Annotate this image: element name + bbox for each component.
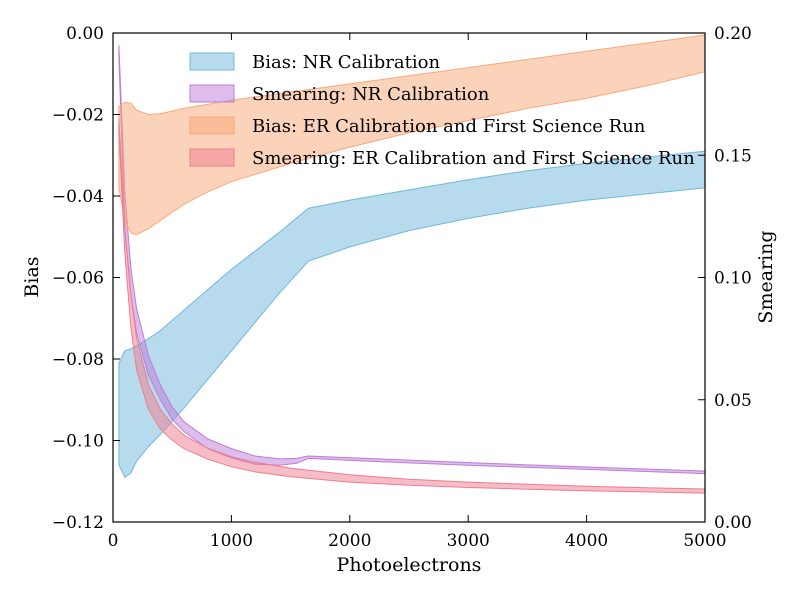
x-axis-label: Photoelectrons bbox=[337, 554, 482, 576]
y-axis-left-label: Bias bbox=[21, 256, 43, 297]
y-right-tick-label: 0.15 bbox=[714, 146, 752, 166]
x-tick-label: 0 bbox=[108, 531, 119, 551]
legend-swatch-bias-er-calibration-and-first-science-run bbox=[189, 116, 235, 135]
y-left-tick-label: −0.04 bbox=[52, 187, 104, 207]
legend-label-smearing-nr-calibration: Smearing: NR Calibration bbox=[252, 84, 490, 105]
y-right-tick-label: 0.10 bbox=[714, 269, 752, 289]
y-left-tick-label: 0.00 bbox=[66, 24, 104, 44]
legend-swatch-bias-nr-calibration bbox=[189, 52, 235, 71]
y-right-tick-label: 0.00 bbox=[714, 513, 752, 533]
y-right-tick-label: 0.20 bbox=[714, 24, 752, 44]
legend-swatch-smearing-er-calibration-and-first-science-run bbox=[189, 148, 235, 167]
legend-swatch-smearing-nr-calibration bbox=[189, 84, 235, 103]
legend: Bias: NR Calibration Smearing: NR Calibra… bbox=[189, 52, 695, 169]
band-1-bias-nr-calibration bbox=[118, 150, 706, 478]
ticks-layer: 0 1000 2000 3000 4000 50000.00−0.02−0.04−0.06… bbox=[52, 24, 752, 551]
y-axis-right-label: Smearing bbox=[755, 230, 777, 323]
x-tick-label: 3000 bbox=[447, 531, 490, 551]
x-tick-label: 1000 bbox=[210, 531, 253, 551]
legend-label-smearing-er-calibration-and-first-science-run: Smearing: ER Calibration and First Scien… bbox=[252, 148, 695, 169]
y-left-tick-label: −0.02 bbox=[52, 106, 104, 126]
x-tick-label: 4000 bbox=[565, 531, 608, 551]
x-tick-label: 5000 bbox=[683, 531, 726, 551]
legend-label-bias-nr-calibration: Bias: NR Calibration bbox=[252, 52, 440, 73]
y-left-tick-label: −0.10 bbox=[52, 432, 104, 452]
y-right-tick-label: 0.05 bbox=[714, 391, 752, 411]
legend-label-bias-er-calibration-and-first-science-run: Bias: ER Calibration and First Science R… bbox=[252, 116, 646, 137]
y-left-tick-label: −0.08 bbox=[52, 350, 104, 370]
y-left-tick-label: −0.06 bbox=[52, 269, 104, 289]
y-left-tick-label: −0.12 bbox=[52, 513, 104, 533]
x-tick-label: 2000 bbox=[328, 531, 371, 551]
